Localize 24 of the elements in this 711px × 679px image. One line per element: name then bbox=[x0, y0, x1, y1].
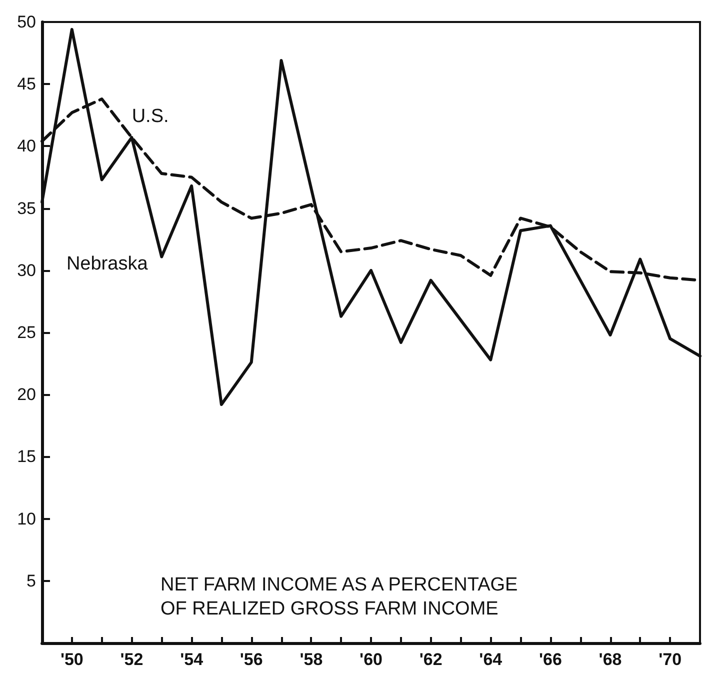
y-tick-label: 5 bbox=[26, 571, 36, 590]
x-tick-label: '60 bbox=[360, 650, 382, 669]
y-tick-label: 20 bbox=[17, 385, 36, 404]
y-tick-label: 25 bbox=[17, 323, 36, 342]
y-tick-label: 50 bbox=[17, 12, 36, 32]
x-tick-label: '68 bbox=[598, 650, 622, 669]
x-tick-label: '52 bbox=[120, 650, 144, 669]
text: NET FARM INCOME AS A PERCENTAGE OF REALIZED GROSS FARM INCOME bbox=[160, 574, 523, 620]
x-tick-label: '54 bbox=[180, 650, 204, 669]
y-tick-label: 10 bbox=[17, 509, 36, 528]
x-tick-label: '70 bbox=[658, 650, 682, 669]
x-tick-label: '66 bbox=[538, 650, 562, 669]
y-tick-label: 40 bbox=[17, 136, 36, 156]
y-tick-label: 30 bbox=[17, 260, 36, 280]
x-tick-label: '50 bbox=[60, 650, 84, 669]
y-tick-label: 35 bbox=[17, 198, 36, 218]
x-tick-label: '64 bbox=[479, 650, 503, 669]
x-tick-label: '62 bbox=[419, 650, 442, 669]
y-tick-label: 15 bbox=[17, 447, 36, 466]
series-label: Nebraska bbox=[66, 254, 148, 275]
y-tick-label: 45 bbox=[17, 74, 36, 94]
x-tick-label: '58 bbox=[300, 650, 323, 669]
x-tick-label: '56 bbox=[240, 650, 263, 669]
series-label: U.S. bbox=[132, 106, 169, 128]
